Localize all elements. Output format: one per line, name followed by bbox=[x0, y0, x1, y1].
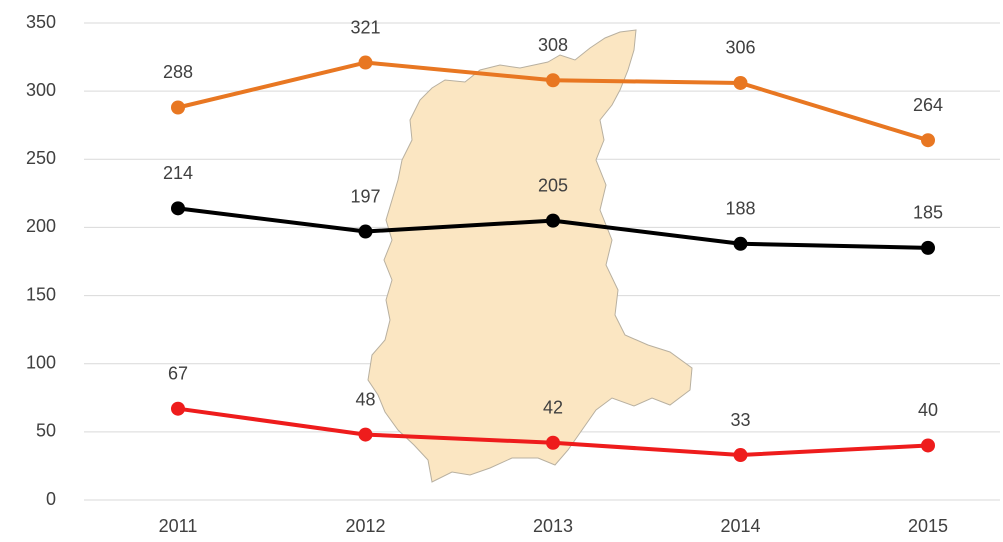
data-point bbox=[733, 75, 748, 90]
data-label: 214 bbox=[163, 163, 193, 183]
data-point bbox=[358, 427, 373, 442]
data-label: 306 bbox=[725, 38, 755, 58]
data-label: 288 bbox=[163, 62, 193, 82]
data-label: 48 bbox=[355, 389, 375, 409]
data-label: 67 bbox=[168, 363, 188, 383]
y-tick-label: 0 bbox=[46, 489, 56, 509]
y-tick-label: 150 bbox=[26, 284, 56, 304]
y-tick-label: 250 bbox=[26, 148, 56, 168]
data-label: 308 bbox=[538, 35, 568, 55]
data-point bbox=[921, 438, 935, 453]
data-label: 321 bbox=[350, 17, 380, 37]
x-tick-label: 2011 bbox=[159, 516, 198, 536]
x-tick-label: 2012 bbox=[345, 516, 385, 536]
y-tick-label: 300 bbox=[26, 80, 56, 100]
data-label: 188 bbox=[725, 199, 755, 219]
data-point bbox=[733, 236, 748, 251]
x-tick-label: 2013 bbox=[533, 516, 573, 536]
data-label: 40 bbox=[918, 400, 938, 420]
y-tick-label: 50 bbox=[36, 421, 56, 441]
region-map bbox=[367, 29, 693, 483]
y-tick-label: 100 bbox=[26, 352, 56, 372]
data-point bbox=[171, 100, 185, 115]
data-point bbox=[546, 73, 560, 88]
data-label: 264 bbox=[913, 95, 943, 115]
data-label: 185 bbox=[913, 203, 943, 223]
x-tick-label: 2015 bbox=[908, 516, 948, 536]
data-point bbox=[171, 201, 185, 216]
x-tick-label: 2014 bbox=[720, 516, 760, 536]
y-tick-label: 350 bbox=[26, 12, 56, 32]
data-point bbox=[733, 448, 748, 463]
data-label: 33 bbox=[730, 410, 750, 430]
data-point bbox=[546, 435, 560, 450]
data-point bbox=[546, 213, 560, 228]
data-label: 205 bbox=[538, 175, 568, 195]
y-tick-label: 200 bbox=[26, 216, 56, 236]
data-point bbox=[921, 240, 935, 255]
data-point bbox=[171, 401, 185, 416]
data-label: 197 bbox=[350, 186, 380, 206]
data-label: 42 bbox=[543, 398, 563, 418]
data-point bbox=[358, 224, 373, 239]
data-point bbox=[921, 133, 935, 148]
data-point bbox=[358, 55, 373, 70]
